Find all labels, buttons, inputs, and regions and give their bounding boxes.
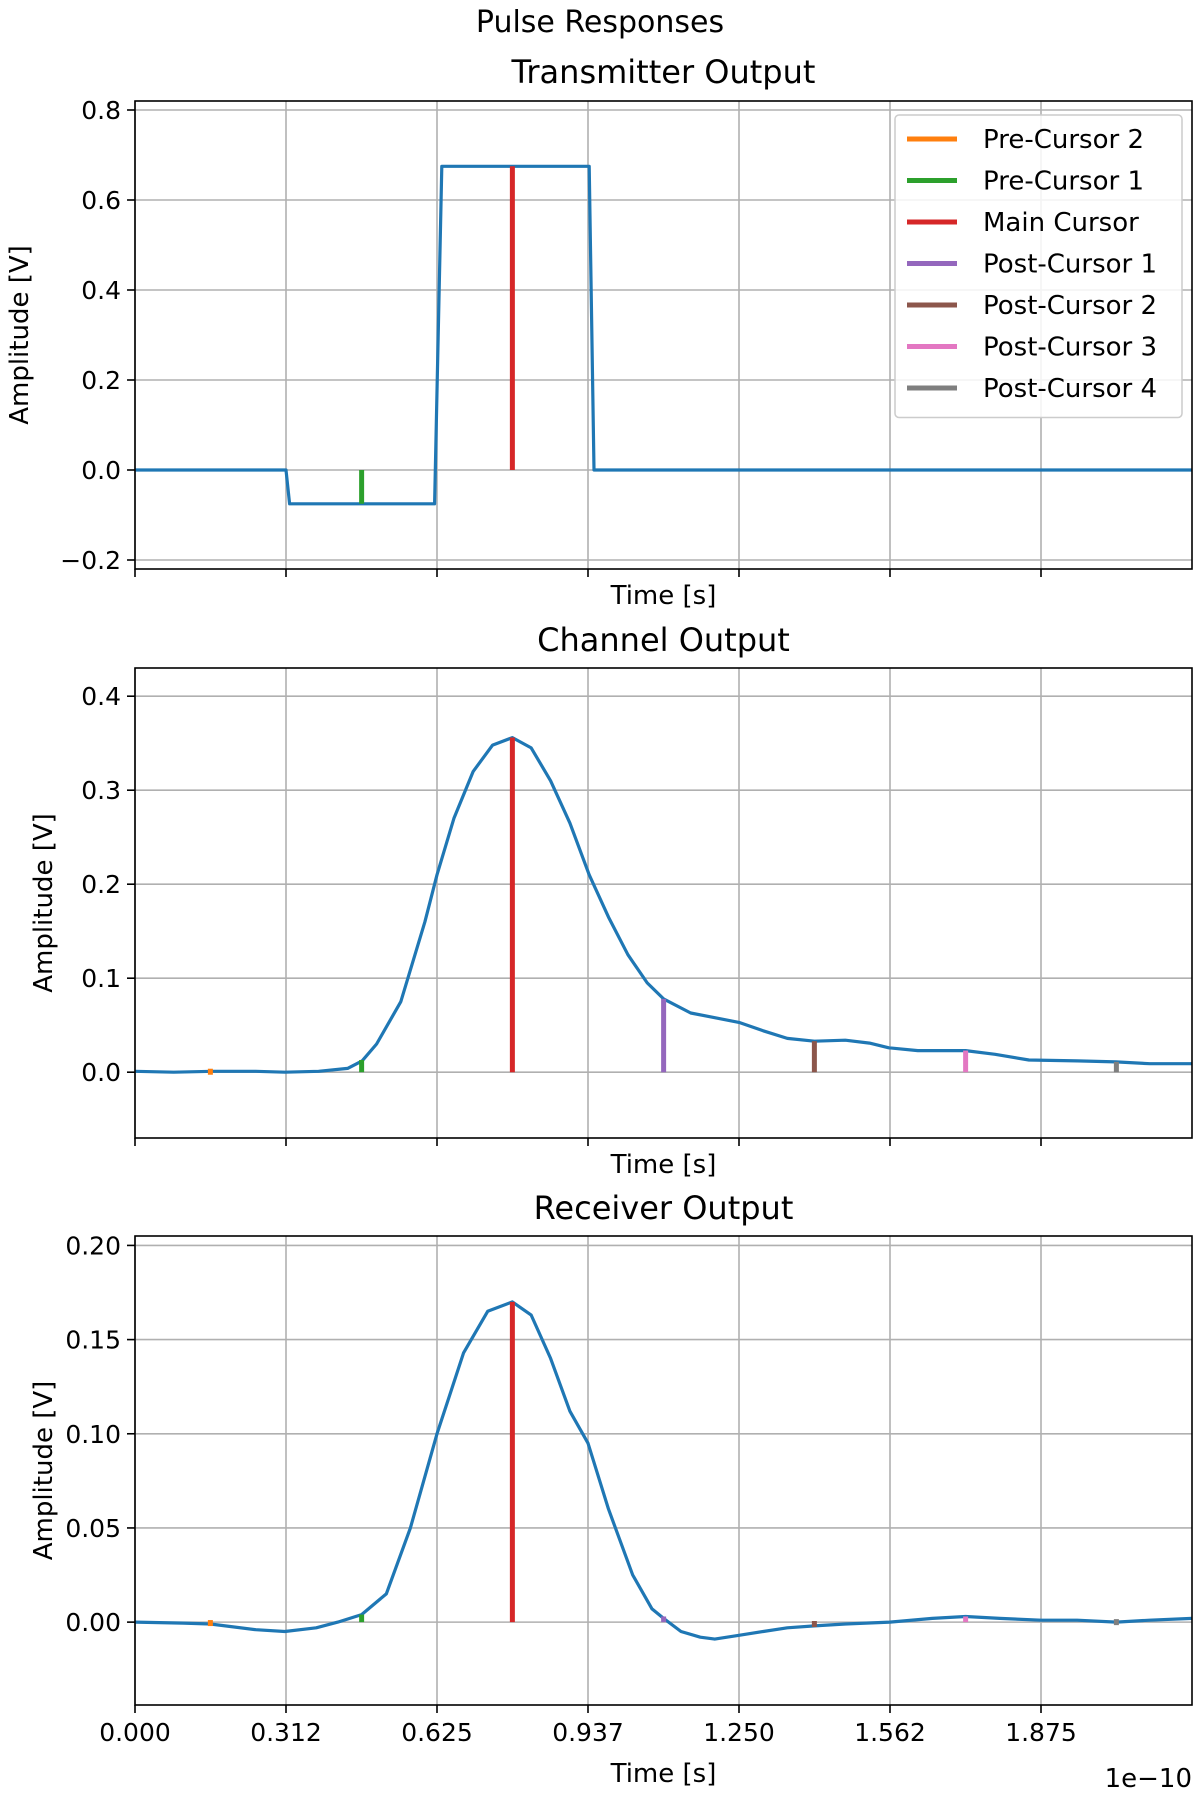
y-tick-label: 0.05 xyxy=(65,1514,121,1543)
signal-line xyxy=(135,164,1192,506)
y-tick-label: 0.3 xyxy=(81,776,121,805)
x-axis-label: Time [s] xyxy=(610,581,717,611)
y-tick-label: 0.6 xyxy=(81,186,121,215)
x-tick-label: 0.000 xyxy=(99,1718,171,1747)
y-tick-label: 0.0 xyxy=(81,456,121,485)
y-tick-label: 0.00 xyxy=(65,1608,121,1637)
y-tick-label: 0.10 xyxy=(65,1420,121,1449)
legend-label-post-cursor-1: Post-Cursor 1 xyxy=(983,250,1157,280)
y-tick-label: −0.2 xyxy=(60,546,121,575)
subplot-3: Receiver Output 0.000 0.312 0.625 0.937 1.250… xyxy=(29,1189,1193,1789)
subplot-title: Transmitter Output xyxy=(511,53,816,91)
signal-line xyxy=(135,736,1192,1074)
axes-frame xyxy=(134,1235,1193,1706)
subplots: Transmitter Output −0.2 0.0 0.2 0.4 0.6 0.8 Tim… xyxy=(5,53,1193,1789)
x-tick-label: 0.937 xyxy=(552,1718,624,1747)
y-tick-label: 0.2 xyxy=(81,366,121,395)
legend-label-pre-cursor-2: Pre-Cursor 2 xyxy=(983,125,1144,155)
y-tick-label: 0.4 xyxy=(81,682,121,711)
legend-label-post-cursor-2: Post-Cursor 2 xyxy=(983,291,1157,321)
signal-line xyxy=(135,1300,1192,1641)
figure-suptitle: Pulse Responses xyxy=(476,5,724,40)
x-axis-label: Time [s] xyxy=(610,1759,717,1789)
x-tick-label: 1.875 xyxy=(1005,1718,1077,1747)
y-tick-label: 0.2 xyxy=(81,870,121,899)
y-tick-label: 0.15 xyxy=(65,1326,121,1355)
legend: Pre-Cursor 2 Pre-Cursor 1 Main Cursor Post-… xyxy=(894,114,1183,419)
y-tick-label: 0.20 xyxy=(65,1231,121,1260)
axes-frame xyxy=(134,100,1193,570)
y-axis-label: Amplitude [V] xyxy=(29,813,59,993)
x-axis-offset-label: 1e−10 xyxy=(1105,1764,1192,1794)
subplot-2: Channel Output 0.0 0.1 0.2 0.3 0.4 Time [s] Amp… xyxy=(29,621,1193,1180)
x-tick-label: 1.562 xyxy=(854,1718,926,1747)
y-tick-label: 0.4 xyxy=(81,276,121,305)
legend-label-post-cursor-3: Post-Cursor 3 xyxy=(983,333,1157,363)
legend-label-post-cursor-4: Post-Cursor 4 xyxy=(983,374,1157,404)
y-tick-label: 0.0 xyxy=(81,1058,121,1087)
axes-frame xyxy=(134,667,1193,1139)
y-axis-label: Amplitude [V] xyxy=(5,245,35,425)
y-tick-label: 0.1 xyxy=(81,964,121,993)
x-tick-label: 1.250 xyxy=(703,1718,775,1747)
subplot-title: Receiver Output xyxy=(534,1189,794,1227)
x-tick-label: 0.312 xyxy=(250,1718,322,1747)
legend-label-pre-cursor-1: Pre-Cursor 1 xyxy=(983,167,1144,197)
subplot-title: Channel Output xyxy=(537,621,790,659)
x-tick-label: 0.625 xyxy=(401,1718,473,1747)
x-axis-label: Time [s] xyxy=(610,1150,717,1180)
subplot-1: Transmitter Output −0.2 0.0 0.2 0.4 0.6 0.8 Tim… xyxy=(5,53,1193,611)
y-tick-label: 0.8 xyxy=(81,96,121,125)
legend-box xyxy=(894,114,1183,419)
y-axis-label: Amplitude [V] xyxy=(29,1381,59,1561)
legend-label-main-cursor: Main Cursor xyxy=(983,208,1139,238)
